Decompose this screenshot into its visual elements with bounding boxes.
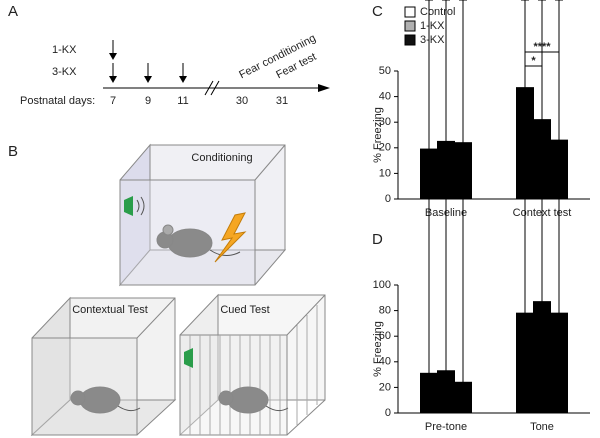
- arrowhead: [144, 76, 152, 83]
- panel-label: A: [8, 3, 18, 20]
- arrowhead: [109, 53, 117, 60]
- bar: [516, 312, 534, 414]
- x-tick-label: Tone: [530, 421, 554, 433]
- bar: [420, 372, 438, 414]
- break: [210, 80, 220, 96]
- box-label: Cued Test: [220, 304, 269, 316]
- contextual-box: [30, 296, 177, 437]
- legend-label: 1-KX: [420, 20, 445, 32]
- y-axis-label: % Freezing: [372, 321, 384, 377]
- box-label: Contextual Test: [72, 304, 148, 316]
- y-tick-label: 20: [379, 142, 391, 154]
- day: 11: [177, 95, 188, 107]
- y-tick-label: 30: [379, 116, 391, 128]
- y-tick-label: 10: [379, 167, 391, 179]
- y-tick-label: 50: [379, 65, 391, 77]
- row-label: 3-KX: [52, 66, 77, 78]
- arrowhead: [109, 76, 117, 83]
- legend-swatch: [404, 34, 416, 46]
- y-tick-label: 40: [379, 356, 391, 368]
- legend-label: 3-KX: [420, 34, 445, 46]
- legend-label: Control: [420, 6, 455, 18]
- x-tick-label: Pre-tone: [425, 421, 467, 433]
- axis-label: Postnatal days:: [20, 95, 95, 107]
- day: 9: [145, 95, 151, 107]
- bar: [437, 370, 455, 414]
- legend-swatch: [404, 6, 416, 18]
- y-axis-label: % Freezing: [372, 107, 384, 163]
- y-tick-label: 40: [379, 91, 391, 103]
- arrowhead: [318, 84, 330, 92]
- y-tick-label: 20: [379, 381, 391, 393]
- panel-label: C: [372, 3, 383, 20]
- row-label: 1-KX: [52, 44, 77, 56]
- y-tick-label: 0: [385, 193, 391, 205]
- panel-label: D: [372, 231, 383, 248]
- day: 30: [236, 95, 248, 107]
- day: 7: [110, 95, 116, 107]
- panel-label: B: [8, 143, 18, 160]
- y-tick-label: 100: [373, 279, 391, 291]
- bar: [550, 312, 568, 414]
- legend-swatch: [404, 20, 416, 32]
- arrowhead: [179, 76, 187, 83]
- box-label: Conditioning: [191, 152, 252, 164]
- break: [204, 80, 214, 96]
- day: 31: [276, 95, 288, 107]
- y-tick-label: 0: [385, 407, 391, 419]
- y-tick-label: 60: [379, 330, 391, 342]
- y-tick-label: 80: [379, 305, 391, 317]
- conditioning-box: [118, 143, 287, 287]
- sig-label: *: [531, 55, 536, 67]
- cued-box: [179, 293, 326, 437]
- bar: [454, 381, 472, 414]
- bar: [533, 301, 551, 414]
